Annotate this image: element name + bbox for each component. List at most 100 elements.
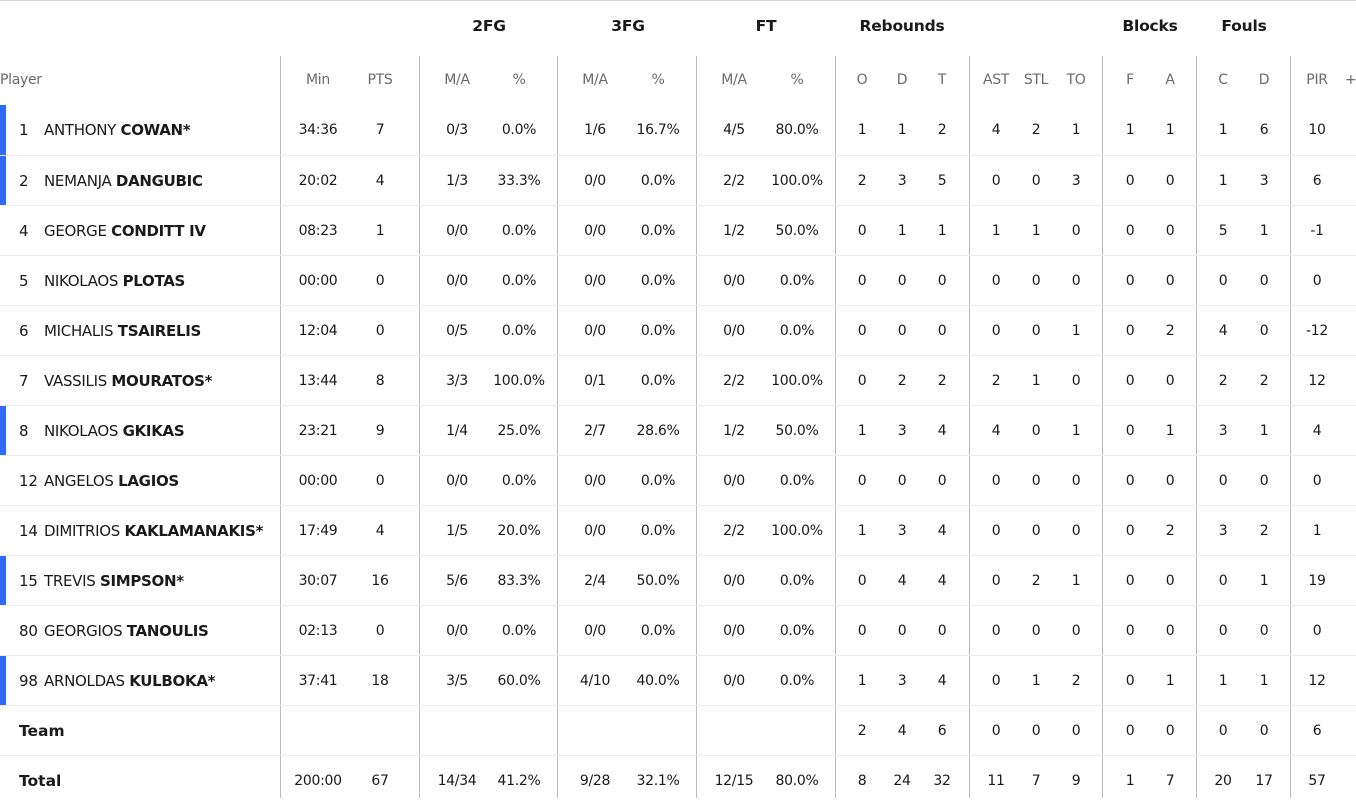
stat-ast: 0	[991, 273, 1001, 289]
total-stat-ft-pct: 80.0%	[775, 773, 819, 789]
player-name-link[interactable]: NIKOLAOS GKIKAS	[44, 406, 185, 456]
player-row[interactable]: 4 GEORGE CONDITT IV 08:23 1 0/0 0.0% 0/0 0.0% 1/…	[0, 205, 1356, 255]
stat-to: 0	[1071, 223, 1081, 239]
player-name-link[interactable]: NIKOLAOS PLOTAS	[44, 256, 185, 306]
stat-reb-d: 1	[897, 122, 907, 138]
team-stat-reb-d: 4	[897, 723, 907, 739]
header-reb-d[interactable]: D	[896, 72, 908, 88]
player-first-name: NEMANJA	[44, 172, 112, 190]
stat-pir: -12	[1306, 323, 1328, 339]
player-number: 1	[19, 121, 29, 139]
stat-pts: 16	[371, 573, 389, 589]
header-min[interactable]: Min	[306, 72, 330, 88]
header-pts[interactable]: PTS	[367, 72, 393, 88]
stat-ft-ma: 2/2	[723, 523, 745, 539]
header-reb-o[interactable]: O	[856, 72, 868, 88]
total-stat-reb-d: 24	[893, 773, 911, 789]
stat-ast: 0	[991, 523, 1001, 539]
header-3fg-ma[interactable]: M/A	[582, 72, 608, 88]
stat-fg2-ma: 0/3	[446, 122, 468, 138]
header-ft-ma[interactable]: M/A	[721, 72, 747, 88]
header-player[interactable]: Player	[0, 72, 42, 88]
player-name-link[interactable]: NEMANJA DANGUBIC	[44, 156, 203, 206]
header-reb-t[interactable]: T	[937, 72, 947, 88]
stat-fg2-pct: 0.0%	[501, 323, 537, 339]
player-row[interactable]: 80 GEORGIOS TANOULIS 02:13 0 0/0 0.0% 0/0 0.0% 0…	[0, 605, 1356, 655]
header-blk-a[interactable]: A	[1165, 72, 1175, 88]
header-ft-pct[interactable]: %	[790, 72, 804, 88]
player-number: 12	[19, 472, 38, 490]
stat-ft-pct: 0.0%	[779, 473, 815, 489]
player-row[interactable]: 12 ANGELOS LAGIOS 00:00 0 0/0 0.0% 0/0 0.0% 0/0 0…	[0, 455, 1356, 505]
stat-blk-f: 1	[1125, 122, 1135, 138]
player-name-link[interactable]: DIMITRIOS KAKLAMANAKIS*	[44, 506, 263, 556]
total-stat-reb-t: 32	[933, 773, 951, 789]
header-pir[interactable]: PIR	[1306, 72, 1328, 88]
stat-blk-a: 1	[1165, 423, 1175, 439]
player-last-name: TSAIRELIS	[117, 322, 202, 340]
player-last-name: COWAN*	[120, 121, 191, 139]
stat-ft-ma: 1/2	[723, 423, 745, 439]
header-plus-minus[interactable]: +/	[1345, 72, 1356, 88]
player-row[interactable]: 8 NIKOLAOS GKIKAS 23:21 9 1/4 25.0% 2/7 28.6% 1/…	[0, 405, 1356, 456]
player-number: 98	[19, 672, 38, 690]
header-stl[interactable]: STL	[1023, 72, 1049, 88]
player-name-link[interactable]: ANTHONY COWAN*	[44, 105, 191, 155]
stat-blk-f: 0	[1125, 673, 1135, 689]
header-2fg-pct[interactable]: %	[512, 72, 526, 88]
stat-fg2-ma: 3/3	[446, 373, 468, 389]
stat-fg3-pct: 16.7%	[636, 122, 680, 138]
header-foul-c[interactable]: C	[1218, 72, 1228, 88]
stat-reb-t: 4	[937, 423, 947, 439]
player-row[interactable]: 7 VASSILIS MOURATOS* 13:44 8 3/3 100.0% 0/1 0.0…	[0, 355, 1356, 405]
stat-min: 08:23	[298, 223, 338, 239]
player-row[interactable]: 6 MICHALIS TSAIRELIS 12:04 0 0/5 0.0% 0/0 0.0% 0…	[0, 305, 1356, 355]
stat-pir: 4	[1312, 423, 1322, 439]
header-foul-d[interactable]: D	[1258, 72, 1270, 88]
header-3fg-pct[interactable]: %	[651, 72, 665, 88]
stat-reb-o: 0	[857, 473, 867, 489]
player-name-link[interactable]: GEORGIOS TANOULIS	[44, 606, 209, 656]
stat-min: 12:04	[298, 323, 338, 339]
header-2fg-ma[interactable]: M/A	[444, 72, 470, 88]
player-name-link[interactable]: ARNOLDAS KULBOKA*	[44, 656, 215, 706]
player-name-link[interactable]: ANGELOS LAGIOS	[44, 456, 179, 506]
stat-reb-o: 0	[857, 223, 867, 239]
stat-reb-t: 0	[937, 473, 947, 489]
player-name-link[interactable]: VASSILIS MOURATOS*	[44, 356, 213, 406]
player-row[interactable]: 14 DIMITRIOS KAKLAMANAKIS* 17:49 4 1/5 20.0% 0…	[0, 505, 1356, 555]
stat-stl: 0	[1031, 523, 1041, 539]
stat-fg2-ma: 1/4	[446, 423, 468, 439]
stat-fg3-ma: 1/6	[584, 122, 606, 138]
player-row[interactable]: 1 ANTHONY COWAN* 34:36 7 0/3 0.0% 1/6 16.7% 4/5 8…	[0, 105, 1356, 155]
stat-reb-t: 0	[937, 323, 947, 339]
total-stat-stl: 7	[1031, 773, 1041, 789]
stat-foul-c: 3	[1218, 423, 1228, 439]
stat-ft-pct: 100.0%	[771, 523, 823, 539]
player-row[interactable]: 5 NIKOLAOS PLOTAS 00:00 0 0/0 0.0% 0/0 0.0% 0/0 0…	[0, 255, 1356, 305]
stat-blk-a: 0	[1165, 473, 1175, 489]
player-name-link[interactable]: GEORGE CONDITT IV	[44, 206, 206, 256]
header-to[interactable]: TO	[1066, 72, 1086, 88]
player-row[interactable]: 15 TREVIS SIMPSON* 30:07 16 5/6 83.3% 2/4 50.0%…	[0, 555, 1356, 606]
player-name-link[interactable]: TREVIS SIMPSON*	[44, 556, 184, 606]
stat-fg2-pct: 0.0%	[501, 623, 537, 639]
stat-foul-d: 0	[1259, 273, 1269, 289]
stat-fg2-ma: 3/5	[446, 673, 468, 689]
stat-foul-d: 1	[1259, 573, 1269, 589]
player-last-name: LAGIOS	[118, 472, 179, 490]
header-ast[interactable]: AST	[982, 72, 1010, 88]
player-row[interactable]: 98 ARNOLDAS KULBOKA* 37:41 18 3/5 60.0% 4/10 40…	[0, 655, 1356, 706]
player-name-link[interactable]: MICHALIS TSAIRELIS	[44, 306, 201, 356]
stat-fg3-pct: 28.6%	[636, 423, 680, 439]
stat-stl: 0	[1031, 473, 1041, 489]
stat-foul-c: 2	[1218, 373, 1228, 389]
stat-fg3-pct: 0.0%	[640, 173, 676, 189]
player-row[interactable]: 2 NEMANJA DANGUBIC 20:02 4 1/3 33.3% 0/0 0.0% 2/…	[0, 155, 1356, 206]
stat-reb-t: 1	[937, 223, 947, 239]
stat-ft-pct: 100.0%	[771, 173, 823, 189]
stat-fg2-ma: 0/0	[446, 473, 468, 489]
stat-pts: 0	[375, 623, 385, 639]
column-divider	[835, 56, 836, 798]
header-blk-f[interactable]: F	[1126, 72, 1134, 88]
